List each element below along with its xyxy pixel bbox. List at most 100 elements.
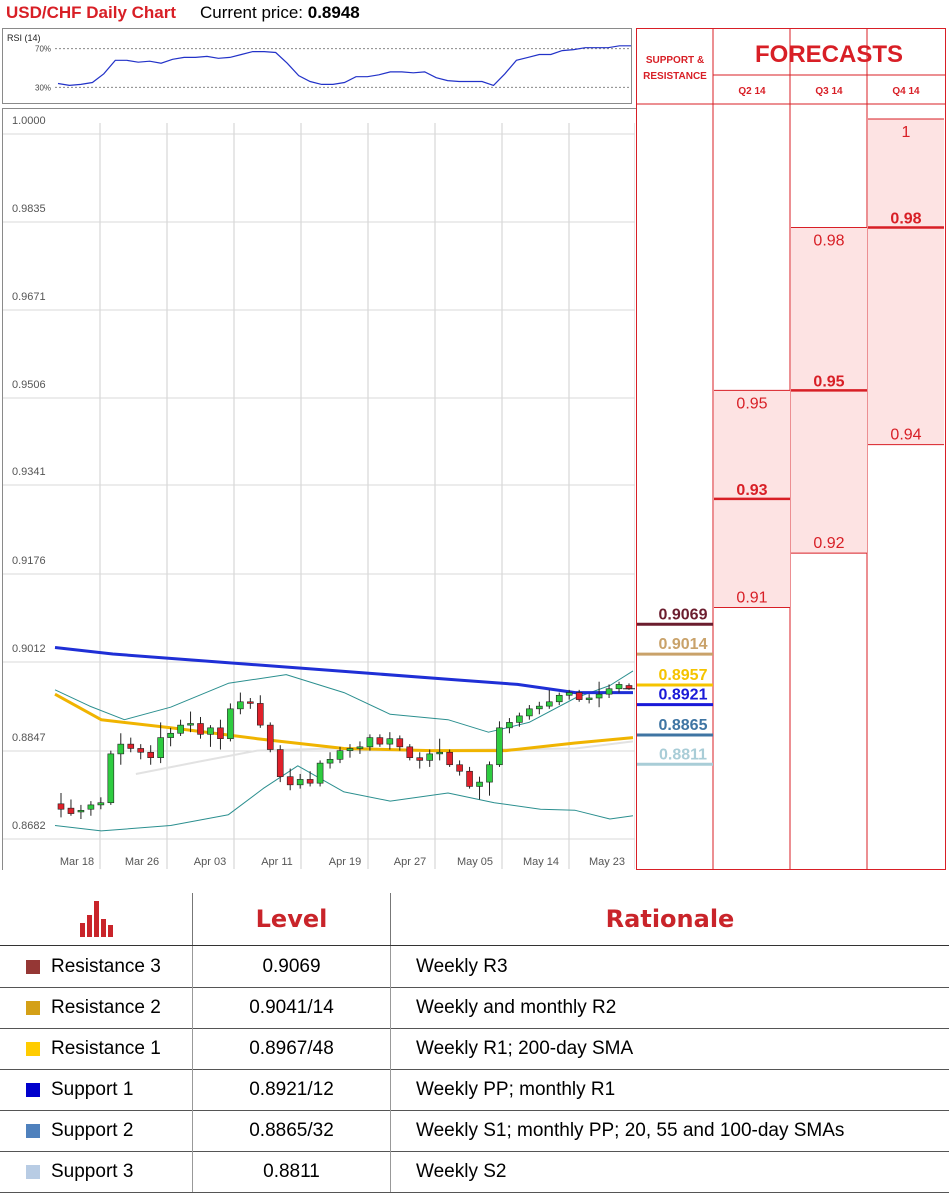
level-color-swatch	[26, 959, 40, 974]
y-tick-label: 0.9835	[12, 203, 46, 215]
forecast-low-label: 0.91	[736, 589, 767, 606]
level-name-cell: Support 2	[0, 1110, 193, 1151]
rationale-cell: Weekly R3	[416, 955, 508, 977]
candle-body	[406, 746, 414, 758]
candle-body	[426, 753, 434, 761]
sr-level-label: 0.9069	[659, 606, 708, 623]
candle-body	[496, 727, 503, 766]
candle-body	[396, 738, 404, 748]
level-value-cell: 0.8921/12	[193, 1069, 391, 1110]
candle-body	[605, 688, 613, 695]
level-name-cell: Support 1	[0, 1069, 193, 1110]
levels-table: Level Rationale Resistance 3 0.9069 Weekly…	[0, 893, 949, 1193]
y-tick-label: 1.0000	[12, 115, 46, 127]
candle-body	[506, 722, 513, 729]
level-name: Resistance 2	[51, 996, 161, 1018]
rationale-cell: Weekly and monthly R2	[416, 996, 617, 1018]
table-row: Support 2 0.8865/32 Weekly S1; monthly PP;…	[0, 1110, 949, 1152]
candle-body	[595, 693, 603, 699]
y-tick-label: 0.8682	[12, 820, 46, 832]
forecasts-title: FORECASTS	[755, 41, 903, 68]
price-label: Current price:	[200, 3, 304, 22]
level-color-swatch	[26, 1082, 40, 1097]
candle-body	[276, 749, 284, 777]
sr-level-label: 0.8865	[659, 717, 708, 734]
level-value-cell: 0.9069	[193, 946, 391, 987]
sr-level-label: 0.8921	[659, 687, 708, 704]
candle-body	[476, 781, 483, 787]
bollinger-upper-line	[54, 670, 634, 733]
level-color-swatch	[26, 1000, 40, 1015]
candle-body	[256, 703, 264, 726]
x-tick-label: May 23	[589, 856, 625, 868]
rationale-cell: Weekly S2	[416, 1160, 507, 1182]
candle-body	[137, 748, 145, 753]
forecast-mid-label: 0.98	[890, 211, 921, 228]
candle-body	[346, 748, 354, 751]
forecast-high-label: 1	[902, 124, 911, 141]
y-tick-label: 0.8847	[12, 732, 46, 744]
rationale-cell: Weekly R1; 200-day SMA	[416, 1037, 634, 1059]
bollinger-lower-line	[54, 765, 634, 832]
level-name: Support 3	[51, 1160, 134, 1182]
x-tick-label: May 05	[457, 856, 493, 868]
candle-body	[466, 770, 473, 787]
price-value: 0.8948	[307, 3, 360, 22]
candle-body	[565, 692, 573, 696]
x-tick-label: Apr 11	[261, 856, 293, 868]
candle-body	[177, 724, 184, 734]
candle-body	[545, 701, 553, 707]
price-chart-panel: 1.0000 0.9835 0.9671 0.9506 0.9341 0.9176 0.90…	[2, 108, 636, 870]
support-resistance-header: SUPPORT &	[646, 55, 704, 66]
sma-200-line	[54, 646, 633, 695]
level-value-cell: 0.9041/14	[193, 987, 391, 1028]
level-name-cell: Support 3	[0, 1151, 193, 1192]
candle-body	[77, 810, 85, 813]
level-name: Resistance 3	[51, 955, 161, 977]
x-tick-label: Mar 18	[60, 856, 94, 868]
forecast-mid-label: 0.95	[813, 373, 844, 390]
candle-body	[266, 724, 274, 750]
table-row: Support 1 0.8921/12 Weekly PP; monthly R1	[0, 1069, 949, 1111]
candle-body	[247, 701, 254, 704]
sr-level-label: 0.8811	[659, 746, 707, 763]
level-column-header: Level	[193, 893, 391, 945]
forecast-high-label: 0.98	[813, 233, 844, 250]
x-tick-label: Mar 26	[125, 856, 159, 868]
level-name-cell: Resistance 2	[0, 987, 193, 1028]
forecast-border	[636, 28, 946, 870]
candle-body	[446, 751, 453, 766]
candle-body	[207, 727, 214, 735]
candle-body	[227, 708, 234, 739]
candle-body	[167, 732, 174, 738]
forecast-grid: SUPPORT & RESISTANCE FORECASTS Q2 14 0.95 0.9…	[636, 28, 946, 870]
y-tick-label: 0.9176	[12, 555, 46, 567]
rsi-70-label: 70%	[35, 45, 51, 54]
candle-body	[536, 705, 543, 710]
candle-body	[286, 776, 294, 786]
table-row: Resistance 3 0.9069 Weekly R3	[0, 946, 949, 988]
candle-body	[67, 807, 75, 814]
level-value-cell: 0.8865/32	[193, 1110, 391, 1151]
candle-body	[306, 779, 314, 784]
candle-body	[376, 737, 384, 745]
rationale-column-header: Rationale	[605, 905, 735, 933]
candle-body	[326, 759, 334, 764]
candle-body	[615, 684, 623, 690]
candle-body	[366, 737, 374, 748]
x-tick-label: Apr 19	[329, 856, 361, 868]
rsi-panel: RSI (14) 70% 30%	[2, 28, 632, 104]
chart-title: USD/CHF Daily Chart	[6, 3, 177, 22]
y-tick-label: 0.9671	[12, 291, 46, 303]
quarter-label: Q4 14	[892, 86, 920, 97]
x-tick-label: Apr 03	[194, 856, 226, 868]
level-color-swatch	[26, 1123, 40, 1138]
chart-header: USD/CHF Daily Chart Current price: 0.8948	[6, 3, 360, 25]
y-tick-label: 0.9012	[12, 643, 46, 655]
candle-body	[316, 762, 324, 784]
candle-body	[555, 694, 563, 703]
candle-body	[107, 753, 115, 804]
y-tick-label: 0.9341	[12, 466, 46, 478]
rsi-30-label: 30%	[35, 83, 51, 92]
rationale-cell: Weekly S1; monthly PP; 20, 55 and 100-da…	[416, 1119, 845, 1141]
